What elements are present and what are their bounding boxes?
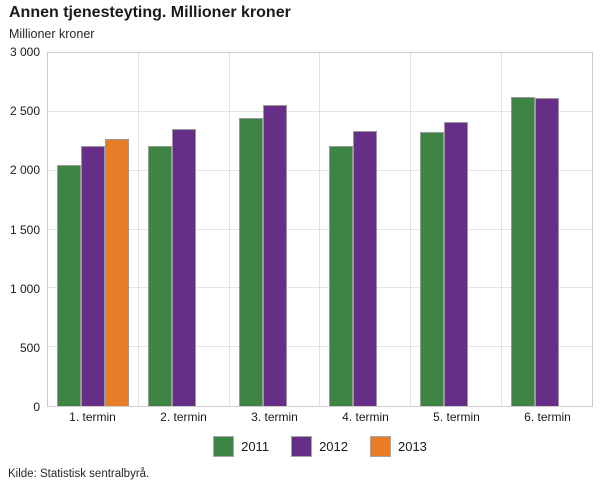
x-axis-label: 6. termin — [524, 410, 571, 424]
bar-2011[interactable] — [420, 131, 445, 406]
legend-label: 2013 — [397, 439, 427, 454]
legend-swatch — [369, 436, 391, 457]
chart-subtitle: Millioner kroner — [9, 27, 95, 41]
bar-2011[interactable] — [329, 145, 354, 406]
legend-item-2012[interactable]: 2012 — [291, 436, 348, 457]
x-axis-labels: 1. termin 2. termin 3. termin 4. termin 5. t… — [47, 410, 593, 424]
y-axis-labels: 3 000 2 500 2 000 1 500 1 000 500 0 — [0, 45, 40, 414]
bar-2012[interactable] — [353, 130, 378, 406]
bar-2012[interactable] — [444, 122, 469, 406]
bar-2012[interactable] — [262, 104, 287, 406]
legend-item-2013[interactable]: 2013 — [369, 436, 427, 457]
category-group — [411, 53, 503, 406]
category-group — [230, 53, 321, 406]
x-axis-label: 1. termin — [69, 410, 116, 424]
bar-block — [329, 53, 401, 406]
y-tick-label: 1 000 — [9, 281, 40, 296]
category-group — [320, 53, 412, 406]
category-group — [139, 53, 230, 406]
y-tick-label: 500 — [19, 340, 40, 355]
bar-2013[interactable] — [104, 138, 129, 406]
bar-2012[interactable] — [535, 97, 560, 406]
x-axis-label: 2. termin — [160, 410, 207, 424]
bar-2011[interactable] — [511, 96, 536, 406]
category-group — [502, 53, 592, 406]
legend-label: 2011 — [241, 439, 270, 454]
bar-groups — [48, 53, 592, 406]
y-tick-label: 0 — [33, 400, 40, 414]
bar-block — [56, 53, 129, 406]
legend-swatch — [213, 436, 235, 457]
x-axis-label: 5. termin — [433, 410, 480, 424]
source-note: Kilde: Statistisk sentralbyrå. — [8, 468, 150, 480]
legend-item-2011[interactable]: 2011 — [213, 436, 269, 457]
plot-area — [47, 52, 593, 407]
bar-block — [238, 53, 311, 406]
chart-title: Annen tjenesteyting. Millioner kroner — [9, 4, 291, 21]
x-axis-label: 3. termin — [251, 410, 298, 424]
y-tick-label: 1 500 — [9, 222, 40, 237]
legend-swatch — [291, 436, 313, 457]
bar-block — [147, 53, 220, 406]
y-tick-label: 2 500 — [9, 104, 40, 119]
bar-block — [420, 53, 492, 406]
bar-2011[interactable] — [238, 117, 263, 406]
bar-block — [511, 53, 583, 406]
y-tick-label: 3 000 — [9, 45, 40, 59]
y-tick-label: 2 000 — [9, 163, 40, 178]
bar-2012[interactable] — [171, 129, 196, 406]
legend-label: 2012 — [319, 439, 348, 454]
category-group — [48, 53, 139, 406]
legend: 2011 2012 2013 — [47, 436, 593, 457]
bar-2011[interactable] — [56, 164, 81, 406]
bar-2012[interactable] — [80, 145, 105, 406]
x-axis-label: 4. termin — [342, 410, 389, 424]
bar-2011[interactable] — [147, 145, 172, 406]
